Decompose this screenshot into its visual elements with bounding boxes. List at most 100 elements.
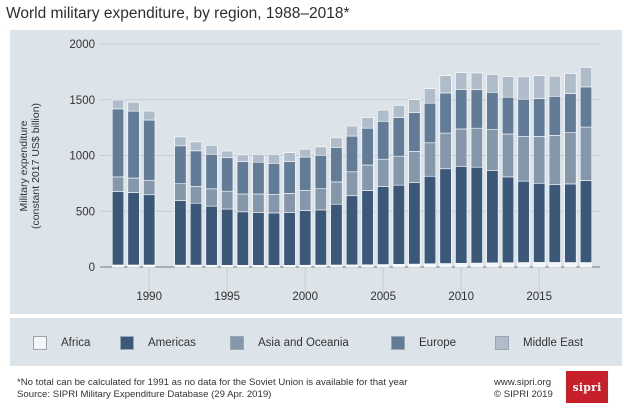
bar-segment-americas-2012 [486, 170, 499, 264]
bar-segment-asia-and-oceania-2010 [455, 128, 468, 167]
bar-segment-asia-and-oceania-1992 [174, 183, 187, 201]
legend-item-europe: Europe [391, 334, 456, 352]
y-tick-label: 1000 [69, 151, 95, 163]
bar-segment-middle-east-1994 [205, 145, 218, 155]
bar-segment-americas-1994 [205, 205, 218, 266]
bar-segment-middle-east-2004 [361, 117, 374, 129]
bar-segment-middle-east-2013 [501, 76, 515, 98]
y-tick-label: 2000 [69, 39, 95, 51]
bar-segment-africa-2006 [392, 264, 405, 268]
legend-item-africa: Africa [33, 334, 90, 352]
bar-segment-europe-2003 [345, 135, 359, 173]
bar-segment-europe-1998 [267, 163, 281, 195]
bar-segment-asia-and-oceania-1994 [205, 188, 218, 207]
bar-segment-middle-east-1999 [283, 152, 296, 162]
legend-item-americas: Americas [120, 334, 196, 352]
bar-segment-americas-1995 [221, 208, 234, 266]
bar-segment-americas-2009 [439, 168, 452, 264]
bar-segment-europe-2011 [470, 89, 483, 129]
bar-segment-europe-2016 [548, 95, 561, 136]
bar-segment-middle-east-2005 [377, 109, 390, 122]
bar-segment-middle-east-2009 [439, 75, 452, 94]
bar-segment-americas-2002 [330, 203, 343, 266]
bar-segment-africa-2014 [517, 262, 530, 268]
legend-label-americas: Americas [148, 337, 196, 349]
bar-segment-americas-2008 [423, 175, 437, 265]
bar-segment-europe-2018 [579, 86, 593, 128]
bar-segment-asia-and-oceania-2004 [361, 164, 374, 191]
bar-segment-middle-east-2001 [314, 146, 327, 156]
bar-segment-africa-2004 [361, 264, 374, 268]
bar-segment-middle-east-2008 [423, 88, 437, 104]
bar-segment-europe-2014 [517, 98, 530, 137]
bar-segment-middle-east-2017 [564, 73, 577, 94]
bar-segment-americas-2018 [579, 180, 593, 263]
bar-segment-africa-2010 [455, 263, 468, 268]
bar-segment-americas-2000 [299, 210, 312, 266]
x-tick-label: 2000 [292, 291, 318, 303]
bar-segment-africa-1989 [127, 264, 140, 268]
bar-segment-asia-and-oceania-1988 [111, 176, 125, 192]
bar-segment-americas-2016 [548, 184, 561, 263]
bar-segment-americas-2010 [455, 166, 468, 264]
bar-segment-middle-east-1995 [221, 150, 234, 159]
bar-segment-africa-2005 [377, 264, 390, 268]
bar-segment-europe-1993 [189, 150, 203, 187]
bar-segment-africa-2007 [408, 263, 421, 268]
bar-segment-middle-east-2018 [579, 67, 593, 88]
footnote: *No total can be calculated for 1991 as … [17, 377, 408, 388]
bar-segment-middle-east-1992 [174, 136, 187, 147]
bar-segment-asia-and-oceania-2007 [408, 151, 421, 184]
bar-segment-europe-1989 [127, 110, 140, 179]
legend-swatch-americas [120, 336, 134, 350]
bar-segment-africa-2011 [470, 262, 483, 268]
bar-segment-americas-2001 [314, 209, 327, 266]
bar-segment-europe-1990 [143, 119, 156, 181]
x-tick-label: 1995 [214, 291, 240, 303]
bar-segment-africa-2012 [486, 262, 499, 268]
bar-segment-middle-east-2003 [345, 125, 359, 137]
bar-segment-europe-2012 [486, 91, 499, 130]
tick-layer: 0 500 1000 1500 2000 1990 1995 2000 2005 2010 2015 [69, 39, 552, 303]
bar-segment-asia-and-oceania-2012 [486, 129, 499, 171]
bar-segment-middle-east-1989 [127, 101, 140, 112]
bar-segment-middle-east-2006 [392, 105, 405, 119]
bar-segment-asia-and-oceania-1999 [283, 193, 296, 213]
chart-svg: 0 500 1000 1500 2000 1990 1995 2000 2005 2010 2015… [18, 39, 600, 303]
bar-segment-europe-2010 [455, 89, 468, 130]
bar-segment-middle-east-2007 [408, 99, 421, 113]
bar-segment-middle-east-2010 [455, 72, 468, 90]
bar-segment-europe-1996 [236, 161, 249, 195]
bar-segment-americas-2006 [392, 184, 405, 265]
bar-segment-europe-2007 [408, 112, 421, 152]
bar-segment-europe-2008 [423, 102, 437, 144]
bar-segment-asia-and-oceania-2003 [345, 171, 359, 197]
bar-segment-americas-2004 [361, 190, 374, 266]
x-tick-label: 2010 [448, 291, 474, 303]
legend-swatch-asia-oceania [230, 336, 244, 350]
bar-segment-europe-2009 [439, 92, 452, 134]
bar-segment-americas-1990 [143, 194, 156, 266]
bar-segment-africa-2016 [548, 262, 561, 268]
bar-segment-asia-and-oceania-2002 [330, 181, 343, 205]
copyright: © SIPRI 2019 [494, 389, 553, 400]
bar-segment-middle-east-1993 [189, 141, 203, 152]
source-note: Source: SIPRI Military Expenditure Datab… [17, 389, 272, 400]
bar-segment-asia-and-oceania-1997 [252, 193, 265, 213]
bar-layer [111, 67, 593, 268]
bar-segment-americas-1999 [283, 212, 296, 266]
bar-segment-europe-2015 [533, 98, 546, 137]
bar-segment-asia-and-oceania-1998 [267, 194, 281, 214]
bar-segment-middle-east-1997 [252, 154, 265, 163]
bar-segment-asia-and-oceania-1990 [143, 179, 156, 196]
bar-segment-asia-and-oceania-1993 [189, 186, 203, 204]
bar-segment-asia-and-oceania-2000 [299, 190, 312, 211]
bar-segment-middle-east-1988 [111, 99, 125, 110]
bar-segment-europe-2001 [314, 154, 327, 190]
legend-swatch-africa [33, 336, 47, 350]
bar-segment-middle-east-1990 [143, 110, 156, 121]
bar-segment-europe-2005 [377, 120, 390, 160]
x-tick-label: 2015 [526, 291, 552, 303]
bar-segment-europe-1999 [283, 161, 296, 194]
